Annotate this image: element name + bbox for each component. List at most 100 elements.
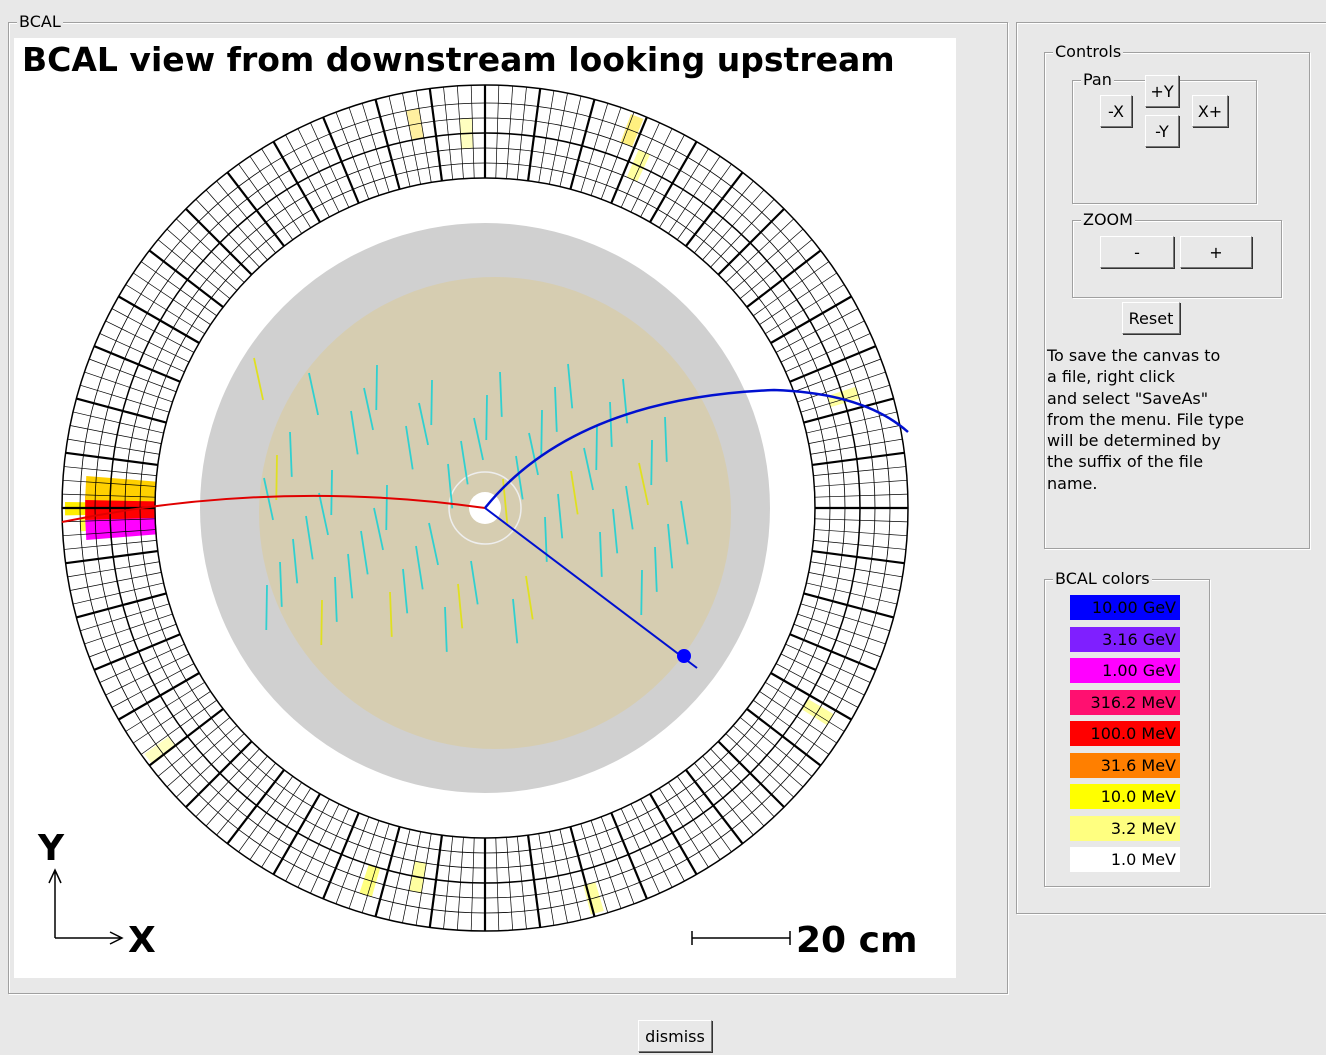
module-line bbox=[118, 295, 200, 344]
cell-line bbox=[166, 725, 238, 788]
scale-label: 20 cm bbox=[796, 920, 918, 961]
cell-line bbox=[348, 820, 380, 909]
straw-hit bbox=[253, 357, 264, 401]
cell-line bbox=[797, 613, 886, 645]
cell-line bbox=[549, 831, 568, 923]
straw-hit bbox=[447, 463, 454, 509]
straw-hit bbox=[499, 371, 503, 417]
cell-line bbox=[125, 284, 205, 335]
cell-line bbox=[443, 836, 454, 929]
help-line: name. bbox=[1047, 473, 1098, 493]
cell-line bbox=[495, 85, 500, 179]
cell-line bbox=[88, 623, 177, 658]
cell-line bbox=[80, 603, 170, 632]
cell-line bbox=[775, 663, 859, 708]
canvas-title: BCAL view from downstream looking upstre… bbox=[22, 40, 895, 79]
straw-hit bbox=[583, 447, 594, 491]
controls-frame: Controls bbox=[1044, 43, 1310, 549]
cell-line bbox=[739, 239, 813, 299]
cell-line bbox=[797, 371, 886, 403]
pan-up-button[interactable]: +Y bbox=[1145, 75, 1179, 107]
cell-line bbox=[793, 623, 882, 658]
reset-button[interactable]: Reset bbox=[1122, 302, 1180, 334]
cell-line bbox=[62, 529, 156, 537]
cell-line bbox=[285, 134, 330, 218]
cell-line bbox=[658, 148, 709, 228]
cell-line bbox=[793, 358, 882, 393]
straw-hit bbox=[347, 553, 354, 599]
canvas[interactable]: BCAL view from downstream looking upstre… bbox=[14, 38, 956, 978]
pan-down-button[interactable]: -Y bbox=[1145, 115, 1179, 147]
axis-indicator bbox=[48, 868, 124, 945]
help-line: To save the canvas to bbox=[1047, 346, 1221, 365]
straw-hit bbox=[638, 462, 649, 506]
cell-line bbox=[702, 189, 765, 261]
module-line bbox=[770, 672, 852, 721]
cell-line bbox=[590, 820, 622, 909]
cell-line bbox=[443, 87, 454, 180]
straw-hit bbox=[515, 455, 524, 500]
zoom-out-button[interactable]: - bbox=[1100, 236, 1174, 268]
cell-line bbox=[388, 95, 411, 187]
module-line bbox=[272, 141, 321, 223]
straw-hit bbox=[385, 484, 388, 530]
side-frame bbox=[1016, 22, 1326, 914]
cell-line bbox=[694, 762, 754, 836]
cell-line bbox=[140, 699, 217, 755]
straw-hit bbox=[308, 372, 319, 416]
cell-line bbox=[590, 107, 622, 196]
module-line bbox=[526, 835, 542, 928]
module-line bbox=[65, 549, 158, 565]
cell-line bbox=[580, 103, 609, 193]
cell-line bbox=[814, 493, 908, 498]
straw-hit bbox=[667, 523, 674, 569]
cell-line bbox=[759, 691, 837, 744]
straw-hit bbox=[334, 576, 338, 622]
straw-hit bbox=[460, 440, 469, 485]
cell-line bbox=[559, 95, 582, 187]
bcal-frame: BCAL bbox=[8, 13, 1008, 994]
cell-line bbox=[630, 128, 673, 213]
cell-line bbox=[216, 762, 276, 836]
cell-line bbox=[80, 384, 170, 413]
cell-line bbox=[361, 103, 390, 193]
module-line bbox=[374, 826, 401, 917]
legend-entry: 1.0 MeV bbox=[1070, 847, 1180, 872]
module-line bbox=[803, 592, 894, 619]
straw-hit bbox=[528, 432, 539, 476]
straw-hit bbox=[430, 379, 433, 425]
cell-line bbox=[238, 163, 294, 240]
straw-hit bbox=[363, 387, 374, 431]
cell-line bbox=[600, 111, 635, 200]
cell-line bbox=[62, 479, 156, 487]
straw-hit bbox=[275, 454, 278, 500]
dismiss-button[interactable]: dismiss bbox=[638, 1020, 712, 1052]
cell-line bbox=[814, 479, 908, 487]
module-line bbox=[569, 99, 596, 190]
module-line bbox=[610, 116, 648, 204]
zoom-in-button[interactable]: + bbox=[1180, 236, 1252, 268]
pan-right-button[interactable]: X+ bbox=[1192, 95, 1228, 127]
module-line bbox=[717, 208, 785, 276]
module-line bbox=[148, 249, 224, 308]
cell-line bbox=[64, 539, 157, 550]
legend-entry: 100.0 MeV bbox=[1070, 721, 1180, 746]
cell-line bbox=[814, 518, 908, 523]
module-line bbox=[717, 740, 785, 808]
cell-line bbox=[67, 561, 160, 578]
module-line bbox=[185, 208, 253, 276]
straw-hit bbox=[305, 515, 314, 560]
module-line bbox=[185, 740, 253, 808]
frame-title: BCAL bbox=[17, 12, 63, 31]
pan-left-button[interactable]: -X bbox=[1100, 95, 1132, 127]
help-line: the suffix of the file bbox=[1047, 452, 1204, 472]
straw-hit bbox=[279, 561, 283, 607]
cell-line bbox=[205, 755, 268, 827]
help-line: from the menu. File type bbox=[1047, 409, 1245, 429]
module-line bbox=[65, 451, 158, 467]
cell-line bbox=[806, 582, 898, 605]
cell-line bbox=[402, 93, 421, 185]
legend-title: BCAL colors bbox=[1053, 569, 1152, 588]
cell-line bbox=[310, 808, 350, 894]
module-line bbox=[526, 88, 542, 181]
